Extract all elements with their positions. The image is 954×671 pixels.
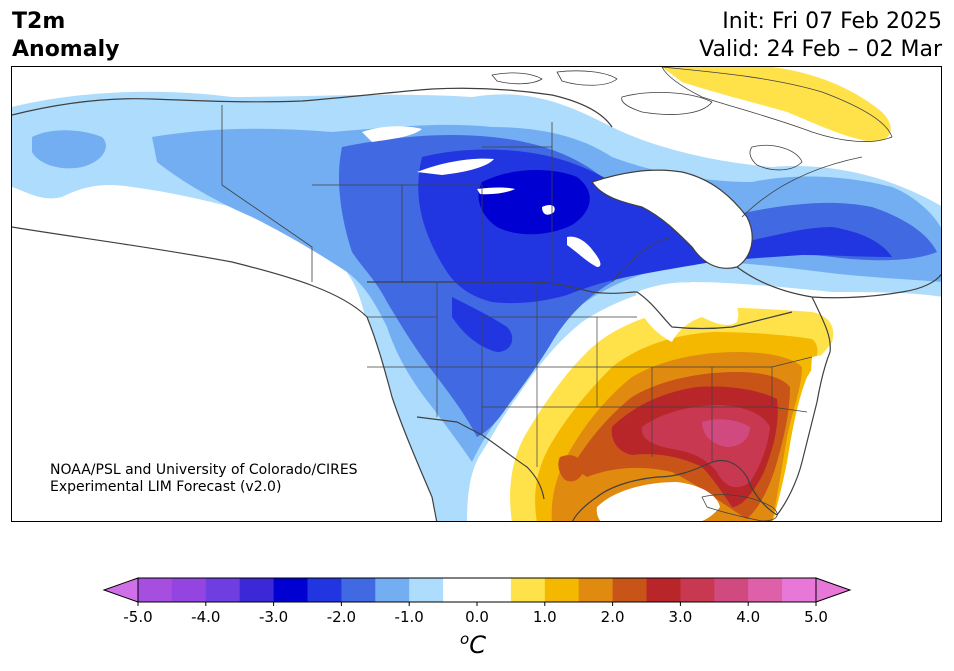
colorbar-tick-label: 2.0 [601, 608, 625, 626]
colorbar-bin [544, 578, 580, 602]
valid-range: Valid: 24 Feb – 02 Mar [699, 37, 942, 62]
map-title: T2m Anomaly [12, 8, 119, 64]
credit-text: NOAA/PSL and University of Colorado/CIRE… [50, 462, 358, 496]
colorbar-bin [171, 578, 207, 602]
colorbar-underflow-arrow [102, 577, 139, 603]
colorbar-bin [409, 578, 444, 602]
colorbar-tick-label: -5.0 [123, 608, 152, 626]
cuba-coast [701, 494, 778, 521]
colorbar-bin [782, 578, 817, 602]
unit-degree: o [460, 630, 470, 648]
colorbar-tick-label: 4.0 [736, 608, 760, 626]
anomaly-region-m15-b [32, 130, 106, 169]
colorbar-tick-label: 3.0 [668, 608, 692, 626]
colorbar-tick-label: -4.0 [191, 608, 220, 626]
colorbar-bin [477, 578, 512, 602]
atlantic-coast-gap [782, 355, 941, 521]
colorbar-bin [375, 578, 410, 602]
colorbar-bin [510, 578, 546, 602]
great-slave-lake [417, 158, 494, 175]
colorbar-tick-label: 0.0 [465, 608, 489, 626]
colorbar-tick-label: 1.0 [533, 608, 557, 626]
colorbar-overflow-arrow [815, 577, 852, 603]
anomaly-region-p4 [702, 419, 750, 447]
provincial-borders [221, 105, 863, 283]
arctic-islands [491, 67, 893, 171]
colorbar-ticks: -5.0 -4.0 -3.0 -2.0 -1.0 0.0 1.0 2.0 3.0 4.0 5.0 [123, 602, 828, 626]
state-borders [367, 282, 813, 467]
forecast-dates: Init: Fri 07 Feb 2025 Valid: 24 Feb – 02… [699, 8, 942, 64]
credit-line2: Experimental LIM Forecast (v2.0) [50, 479, 282, 495]
colorbar-bin [714, 578, 749, 602]
lake-winnipeg [567, 236, 601, 267]
colorbar-bin [680, 578, 715, 602]
pacific-ocean [12, 227, 437, 521]
title-variable-line2: Anomaly [12, 37, 120, 62]
colorbar-bin [138, 578, 173, 602]
hudson-bay [592, 170, 753, 269]
colorbar-tick-label: -2.0 [327, 608, 356, 626]
colorbar-tick-label: -1.0 [395, 608, 424, 626]
colorbar-bin [578, 578, 614, 602]
anomaly-region-p25-b [558, 455, 584, 482]
anomaly-region-p1-greenland [662, 67, 891, 142]
colorbar-tick-label: -3.0 [259, 608, 288, 626]
credit-line1: NOAA/PSL and University of Colorado/CIRE… [50, 462, 358, 478]
lake-athabasca [477, 187, 515, 195]
colorbar-bin [646, 578, 681, 602]
anomaly-region-m3 [478, 170, 590, 235]
colorbar-bin [612, 578, 647, 602]
colorbar-bin [443, 578, 478, 602]
colorbar-bin [239, 578, 275, 602]
colorbar: -5.0 -4.0 -3.0 -2.0 -1.0 0.0 1.0 2.0 3.0 4.0 5.0 [102, 577, 852, 626]
us-mexico-border [416, 416, 545, 500]
water-bodies [12, 126, 941, 521]
colorbar-tick-label: 5.0 [804, 608, 828, 626]
colorbar-unit-label: oC [460, 630, 486, 659]
reindeer-lake [542, 204, 555, 215]
title-variable-line1: T2m [12, 9, 66, 34]
map-borders [12, 67, 941, 521]
great-bear-lake [362, 126, 422, 142]
map-panel: NOAA/PSL and University of Colorado/CIRE… [11, 66, 942, 522]
colorbar-bin [748, 578, 783, 602]
gulf-of-mexico [596, 482, 720, 521]
colorbar-bin [273, 578, 308, 602]
init-date: Init: Fri 07 Feb 2025 [722, 9, 942, 34]
canada-us-border [367, 281, 793, 330]
colorbar-bins [102, 577, 852, 603]
colorbar-bin [205, 578, 241, 602]
unit-letter: C [469, 631, 486, 659]
north-america-coastline [12, 87, 941, 521]
great-lakes [635, 282, 739, 342]
colorbar-bin [307, 578, 342, 602]
colorbar-bin [341, 578, 376, 602]
anomaly-map [12, 67, 941, 521]
